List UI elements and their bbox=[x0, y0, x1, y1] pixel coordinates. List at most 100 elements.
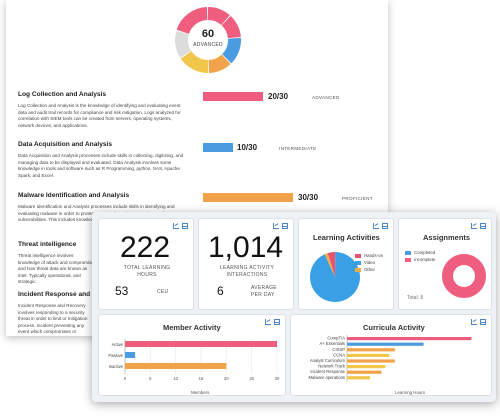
ceu-value: 53 bbox=[115, 284, 129, 298]
legend-swatch bbox=[355, 267, 361, 272]
chart-view-icon[interactable] bbox=[273, 223, 279, 229]
label-line: LEARNING ACTIVITY bbox=[219, 265, 275, 271]
x-tick-label: 30 bbox=[275, 376, 280, 381]
bar[interactable] bbox=[347, 359, 395, 363]
legend-item: Completed bbox=[405, 249, 435, 256]
curricula-activity-card[interactable]: Curricula Activity CompTIA A+ Essentials C… bbox=[290, 314, 492, 396]
assignments-title: Assignments bbox=[423, 233, 471, 242]
pie-slice[interactable] bbox=[221, 15, 241, 39]
pie-slice[interactable] bbox=[441, 254, 486, 298]
bar[interactable] bbox=[347, 337, 472, 341]
overall-score-level: ADVANCED bbox=[193, 42, 223, 48]
legend-label: Completed bbox=[414, 250, 436, 255]
label-line: TOTAL LEARNING bbox=[123, 265, 171, 271]
bar[interactable] bbox=[347, 342, 424, 346]
interactions-value: 1,014 bbox=[208, 231, 284, 264]
card-actions bbox=[173, 223, 188, 229]
legend-swatch bbox=[355, 260, 361, 265]
overall-score-value: 60 bbox=[201, 28, 215, 40]
chart-view-icon[interactable] bbox=[173, 223, 179, 229]
x-tick-label: 10 bbox=[173, 376, 178, 381]
legend-swatch bbox=[355, 253, 361, 258]
bar[interactable] bbox=[125, 341, 277, 347]
label-line: AVERAGE bbox=[251, 285, 277, 291]
bar[interactable] bbox=[125, 363, 227, 369]
skill-description: Data Acquisition and Analysis processes … bbox=[18, 153, 184, 178]
curricula-activity-x-title: Learning Hours bbox=[395, 390, 426, 395]
pie-slice[interactable] bbox=[180, 51, 208, 73]
legend-label: Incomplete bbox=[414, 257, 436, 262]
bar[interactable] bbox=[347, 353, 390, 357]
pie-slice[interactable] bbox=[176, 7, 208, 34]
legend-item: Video bbox=[355, 259, 383, 266]
pie-slice[interactable] bbox=[175, 30, 192, 58]
assignments-total: Total: 8 bbox=[407, 295, 424, 301]
chart-view-icon[interactable] bbox=[471, 319, 477, 325]
bar[interactable] bbox=[125, 352, 136, 358]
pie-slice[interactable] bbox=[327, 252, 336, 277]
bar[interactable] bbox=[347, 348, 395, 352]
overall-score-chart bbox=[175, 7, 241, 73]
interactions-card[interactable]: 1,014 LEARNING ACTIVITY INTERACTIONS 6 A… bbox=[198, 218, 294, 310]
learning-activities-legend: Hands-on Video Other bbox=[355, 252, 383, 273]
overall-score-donut: 60 ADVANCED bbox=[174, 6, 242, 74]
table-view-icon[interactable] bbox=[382, 223, 388, 229]
skill-score-bar bbox=[203, 92, 264, 101]
card-actions bbox=[471, 319, 486, 325]
avg-per-day-label: AVERAGE PER DAY bbox=[251, 285, 277, 298]
legend-label: Video bbox=[364, 260, 376, 265]
skill-title: Malware Identification and Analysis bbox=[18, 192, 130, 199]
x-tick-label: 5 bbox=[149, 376, 152, 381]
table-view-icon[interactable] bbox=[182, 223, 188, 229]
member-activity-card[interactable]: Member Activity 0 5 10 15 20 25 30 Active Passiv… bbox=[98, 314, 286, 396]
legend-label: Hands-on bbox=[364, 253, 384, 258]
learning-hours-card[interactable]: 222 TOTAL LEARNING HOURS 53 CEU bbox=[98, 218, 194, 310]
learning-activities-title: Learning Activities bbox=[313, 233, 380, 242]
skill-title: Threat intelligence bbox=[18, 241, 77, 248]
legend-swatch bbox=[405, 257, 411, 262]
chart-view-icon[interactable] bbox=[373, 223, 379, 229]
learning-activities-pie[interactable] bbox=[305, 247, 365, 307]
member-activity-chart[interactable]: 0 5 10 15 20 25 30 Active Passive Inactive bbox=[99, 333, 285, 395]
assignments-donut[interactable] bbox=[439, 251, 489, 301]
chart-view-icon[interactable] bbox=[265, 319, 271, 325]
assignments-card[interactable]: Assignments Completed Incomplete Total: … bbox=[398, 218, 492, 310]
dashboard-panel: 222 TOTAL LEARNING HOURS 53 CEU 1,014 LE… bbox=[92, 212, 496, 402]
chart-view-icon[interactable] bbox=[471, 223, 477, 229]
avg-per-day-value: 6 bbox=[217, 284, 224, 298]
table-view-icon[interactable] bbox=[274, 319, 280, 325]
skill-score-bar bbox=[203, 143, 233, 152]
y-tick-label: Incident Response bbox=[310, 369, 345, 374]
skill-score: 20/30 bbox=[268, 92, 289, 101]
pie-slice[interactable] bbox=[310, 252, 360, 302]
pie-slice[interactable] bbox=[222, 37, 241, 64]
legend-swatch bbox=[405, 250, 411, 255]
bar[interactable] bbox=[347, 376, 370, 380]
member-activity-title: Member Activity bbox=[163, 323, 221, 332]
overall-score-center: 60 ADVANCED bbox=[174, 28, 242, 48]
pie-slice[interactable] bbox=[208, 7, 230, 26]
skill-log-collection: Log Collection and Analysis Log Collecti… bbox=[18, 91, 378, 129]
pie-slice[interactable] bbox=[208, 54, 231, 73]
skill-score-bar bbox=[203, 193, 293, 202]
table-view-icon[interactable] bbox=[480, 223, 486, 229]
y-tick-label: Analyst Curriculum bbox=[310, 358, 346, 363]
skill-title: Data Acquisition and Analysis bbox=[18, 141, 113, 148]
y-tick-label: CompTIA bbox=[327, 336, 345, 341]
assignments-legend: Completed Incomplete bbox=[405, 249, 435, 263]
learning-hours-value: 222 bbox=[120, 231, 171, 264]
bar[interactable] bbox=[347, 365, 386, 369]
x-tick-label: 0 bbox=[124, 376, 127, 381]
table-view-icon[interactable] bbox=[282, 223, 288, 229]
bar[interactable] bbox=[347, 370, 382, 374]
y-tick-label: CISSP bbox=[332, 347, 345, 352]
table-view-icon[interactable] bbox=[480, 319, 486, 325]
learning-activities-card[interactable]: Learning Activities Hands-on Video Other bbox=[298, 218, 394, 310]
x-tick-label: 25 bbox=[249, 376, 254, 381]
skill-description: Log Collection and Analysis is the knowl… bbox=[18, 103, 181, 128]
y-tick-label: Network Track bbox=[318, 364, 346, 369]
card-actions bbox=[273, 223, 288, 229]
card-actions bbox=[373, 223, 388, 229]
pie-slice[interactable] bbox=[324, 253, 335, 277]
